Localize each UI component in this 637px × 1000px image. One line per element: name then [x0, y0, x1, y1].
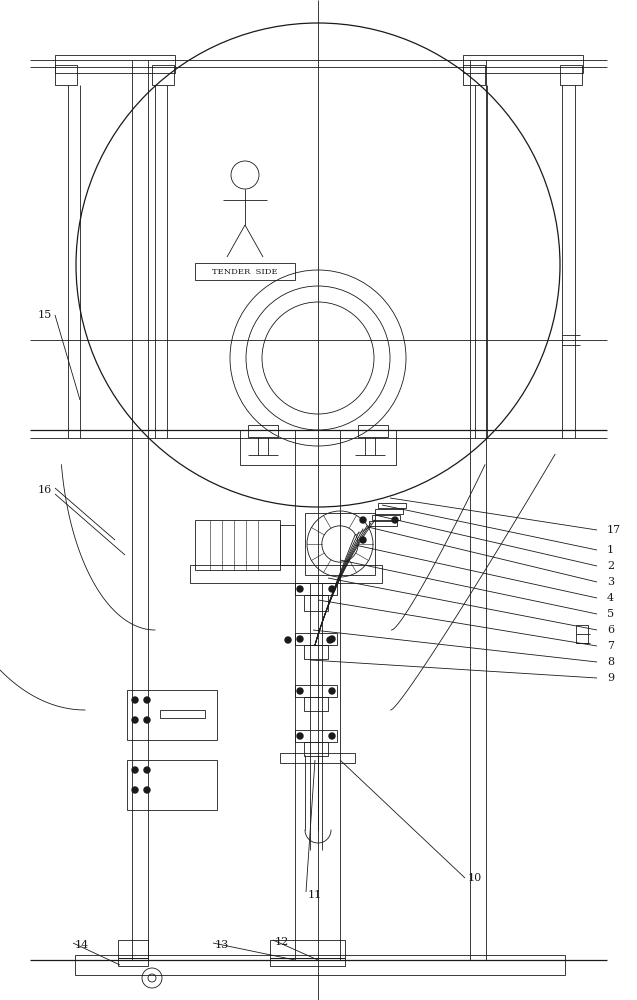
Circle shape — [285, 637, 291, 643]
Bar — [127, 760, 217, 810]
Circle shape — [132, 717, 138, 723]
Circle shape — [329, 688, 335, 694]
Bar — [295, 633, 337, 645]
Bar — [295, 685, 337, 697]
Bar — [369, 521, 397, 526]
Circle shape — [297, 733, 303, 739]
Text: 15: 15 — [38, 310, 52, 320]
Bar — [280, 525, 295, 565]
Bar — [295, 730, 337, 742]
Text: 3: 3 — [607, 577, 614, 587]
Text: 10: 10 — [468, 873, 482, 883]
Circle shape — [144, 767, 150, 773]
Bar — [560, 65, 582, 85]
Bar — [118, 958, 148, 966]
Bar — [55, 55, 175, 73]
Bar — [280, 753, 355, 763]
Bar — [358, 425, 388, 437]
Bar — [195, 520, 280, 570]
Bar — [305, 513, 375, 575]
Circle shape — [132, 767, 138, 773]
Circle shape — [132, 697, 138, 703]
Bar — [576, 625, 588, 643]
Bar — [195, 263, 295, 280]
Circle shape — [144, 717, 150, 723]
Text: 7: 7 — [607, 641, 614, 651]
Circle shape — [329, 733, 335, 739]
Circle shape — [360, 517, 366, 523]
Circle shape — [297, 636, 303, 642]
Bar — [118, 940, 148, 958]
Bar — [304, 595, 328, 611]
Circle shape — [297, 586, 303, 592]
Bar — [372, 515, 400, 520]
Text: 2: 2 — [607, 561, 614, 571]
Circle shape — [144, 787, 150, 793]
Bar — [304, 697, 328, 711]
Bar — [463, 65, 485, 85]
Bar — [190, 565, 382, 583]
Bar — [160, 710, 205, 718]
Bar — [152, 65, 174, 85]
Bar — [375, 509, 403, 514]
Text: 6: 6 — [607, 625, 614, 635]
Bar — [270, 958, 345, 966]
Bar — [378, 503, 406, 508]
Circle shape — [360, 537, 366, 543]
Text: TENDER  SIDE: TENDER SIDE — [212, 268, 278, 276]
Circle shape — [392, 517, 398, 523]
Bar — [75, 955, 565, 975]
Text: 13: 13 — [215, 940, 229, 950]
Circle shape — [297, 688, 303, 694]
Bar — [304, 645, 328, 659]
Bar — [127, 690, 217, 740]
Circle shape — [327, 637, 333, 643]
Circle shape — [132, 787, 138, 793]
Bar — [304, 742, 328, 756]
Text: 17: 17 — [607, 525, 621, 535]
Text: 9: 9 — [607, 673, 614, 683]
Text: 4: 4 — [607, 593, 614, 603]
Text: 1: 1 — [607, 545, 614, 555]
Text: 5: 5 — [607, 609, 614, 619]
Text: 11: 11 — [308, 890, 322, 900]
Text: 12: 12 — [275, 937, 289, 947]
Text: 14: 14 — [75, 940, 89, 950]
Circle shape — [144, 697, 150, 703]
Circle shape — [329, 586, 335, 592]
Text: 8: 8 — [607, 657, 614, 667]
Bar — [55, 65, 77, 85]
Bar — [240, 430, 396, 465]
Bar — [463, 55, 583, 73]
Circle shape — [329, 636, 335, 642]
Text: 16: 16 — [38, 485, 52, 495]
Bar — [270, 940, 345, 958]
Bar — [295, 583, 337, 595]
Bar — [248, 425, 278, 437]
